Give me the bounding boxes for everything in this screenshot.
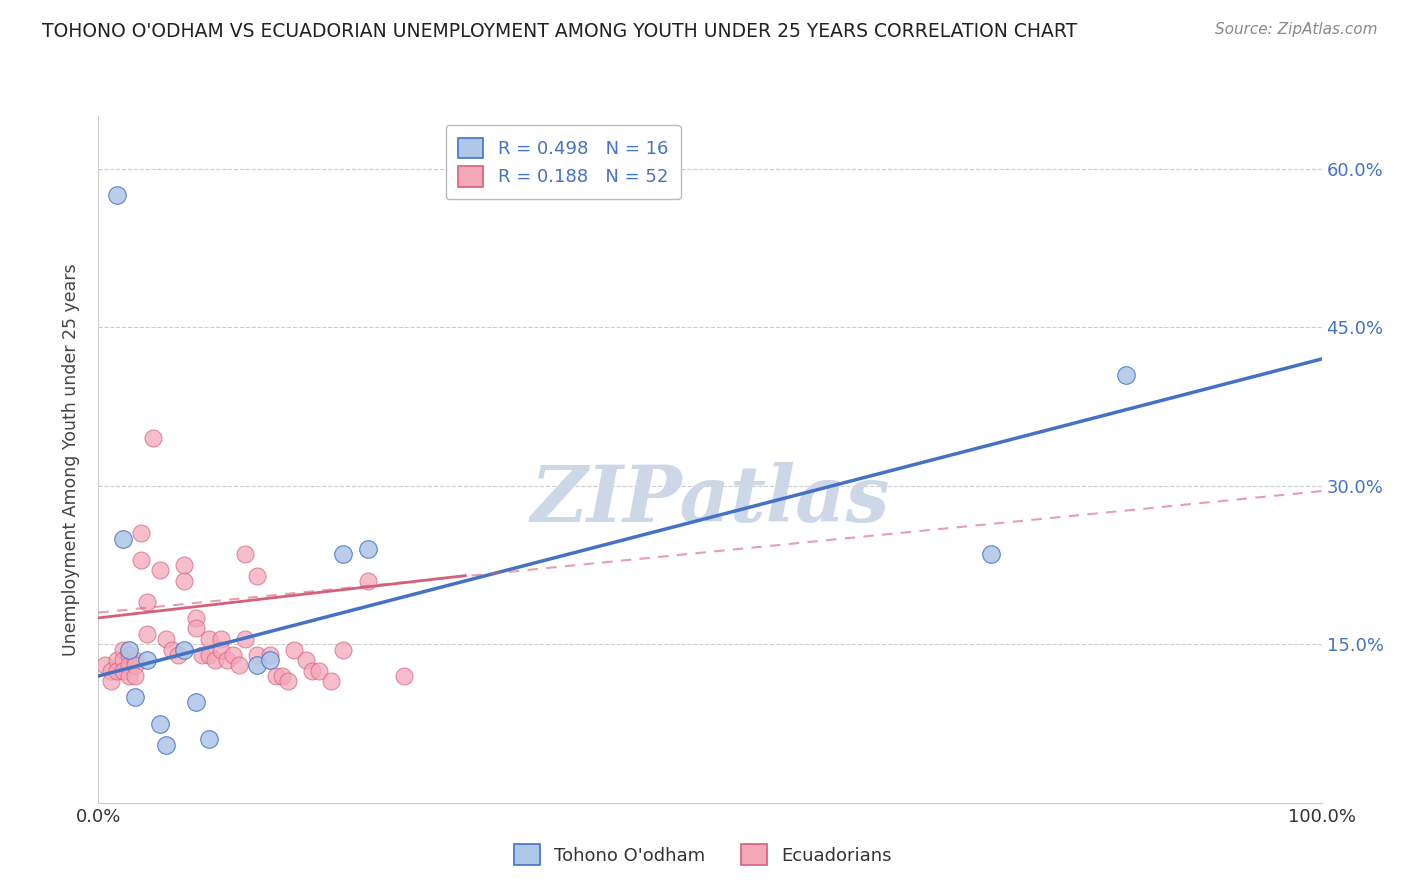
Point [118,642,141,657]
Text: Source: ZipAtlas.com: Source: ZipAtlas.com [1215,22,1378,37]
Point [228,658,250,673]
Point [149,716,172,731]
Point [191,648,214,662]
Point [980,548,1002,562]
Point [100,674,122,689]
Point [259,653,281,667]
Point [209,642,232,657]
Point [197,648,219,662]
Point [270,669,294,683]
Point [392,669,416,683]
Text: TOHONO O'ODHAM VS ECUADORIAN UNEMPLOYMENT AMONG YOUTH UNDER 25 YEARS CORRELATION: TOHONO O'ODHAM VS ECUADORIAN UNEMPLOYMEN… [42,22,1077,41]
Point [129,553,152,567]
Point [233,548,256,562]
Point [197,632,219,646]
Legend: Tohono O'odham, Ecuadorians: Tohono O'odham, Ecuadorians [505,835,901,874]
Point [246,568,269,582]
Point [93,658,115,673]
Point [356,542,378,557]
Point [246,648,269,662]
Y-axis label: Unemployment Among Youth under 25 years: Unemployment Among Youth under 25 years [62,263,80,656]
Point [129,526,152,541]
Point [277,674,299,689]
Point [118,658,141,673]
Point [124,669,146,683]
Point [173,574,195,588]
Point [124,658,146,673]
Point [124,690,146,705]
Point [105,653,128,667]
Point [142,431,165,445]
Point [167,648,190,662]
Point [111,653,134,667]
Point [155,632,177,646]
Point [173,642,195,657]
Point [332,642,354,657]
Point [209,632,232,646]
Point [186,611,208,625]
Point [100,664,122,678]
Point [332,548,354,562]
Point [283,642,305,657]
Point [111,642,134,657]
Point [136,595,159,609]
Point [301,664,323,678]
Point [136,626,159,640]
Point [259,648,281,662]
Point [215,653,238,667]
Point [295,653,318,667]
Point [197,732,219,747]
Point [308,664,330,678]
Point [173,558,195,572]
Point [118,648,141,662]
Point [160,642,183,657]
Point [233,632,256,646]
Point [155,738,177,752]
Point [186,695,208,709]
Legend: R = 0.498   N = 16, R = 0.188   N = 52: R = 0.498 N = 16, R = 0.188 N = 52 [446,125,681,199]
Point [149,563,172,577]
Point [264,669,287,683]
Point [111,532,134,546]
Point [186,622,208,636]
Point [136,653,159,667]
Point [105,664,128,678]
Text: ZIPatlas: ZIPatlas [530,462,890,539]
Point [222,648,245,662]
Point [105,188,128,202]
Point [1115,368,1137,382]
Point [204,653,226,667]
Point [356,574,378,588]
Point [246,658,269,673]
Point [111,664,134,678]
Point [124,653,146,667]
Point [118,669,141,683]
Point [319,674,342,689]
